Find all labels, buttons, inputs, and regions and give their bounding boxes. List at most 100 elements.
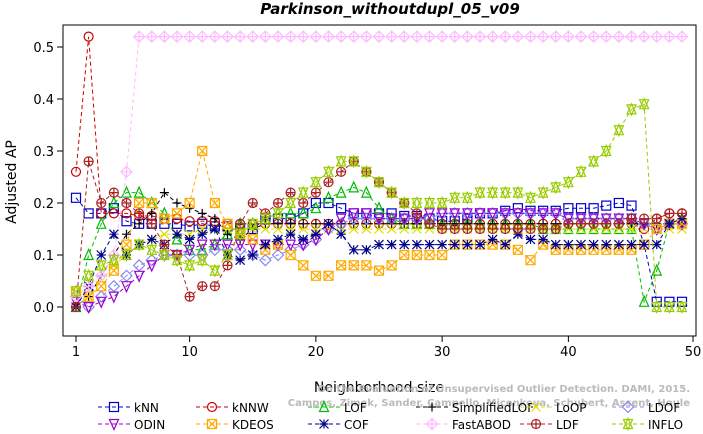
point-cof xyxy=(500,239,511,250)
point-cof xyxy=(664,218,675,229)
point-cof xyxy=(449,239,460,250)
point-inflo xyxy=(70,284,82,299)
point-cof xyxy=(323,218,334,229)
point-simplifiedlof xyxy=(134,219,144,229)
point-inflo xyxy=(461,190,473,205)
point-odin xyxy=(335,213,347,226)
point-fastabod xyxy=(372,30,386,43)
point-fastabod xyxy=(562,30,575,43)
point-inflo xyxy=(512,185,524,200)
point-ldf xyxy=(235,218,246,229)
point-loop xyxy=(411,224,422,234)
point-knn xyxy=(323,197,334,209)
point-ldf xyxy=(538,223,549,235)
legend-item-cof: COF xyxy=(308,418,369,432)
point-inflo xyxy=(209,263,221,278)
point-odin xyxy=(613,213,625,226)
point-fastabod xyxy=(221,30,234,43)
point-loop xyxy=(386,224,397,234)
point-fastabod xyxy=(574,30,588,43)
point-lof xyxy=(360,185,372,198)
point-simplifiedlof xyxy=(172,198,182,208)
point-loop xyxy=(361,224,372,234)
point-inflo xyxy=(285,196,297,210)
point-cof xyxy=(424,239,435,250)
point-loop xyxy=(159,229,170,240)
point-knn xyxy=(108,203,119,214)
legend-item-simplifiedlof: SimplifiedLOF xyxy=(416,401,534,415)
point-inflo xyxy=(499,185,511,200)
point-knn xyxy=(512,203,523,214)
point-kdeos xyxy=(83,291,94,302)
point-knn xyxy=(171,218,183,229)
watermark-line-2: Campos, Zimek, Sander, Campello, Micenko… xyxy=(288,398,690,409)
point-simplifiedlof xyxy=(185,203,195,213)
point-cof xyxy=(411,239,422,250)
point-ldf xyxy=(159,239,170,250)
point-loop xyxy=(348,224,359,234)
point-cof xyxy=(639,239,650,250)
legend-item-ldof: LDOF xyxy=(612,400,680,415)
legend-label-lof: LOF xyxy=(344,401,367,415)
point-simplifiedlof xyxy=(273,219,283,229)
point-ldf xyxy=(121,197,132,209)
y-tick-label: 0.0 xyxy=(33,301,54,316)
legend-marker-loop xyxy=(531,402,541,412)
point-odin xyxy=(461,208,473,221)
point-lof xyxy=(638,294,650,307)
point-lof xyxy=(335,185,347,198)
point-cof xyxy=(96,250,107,260)
point-knn xyxy=(386,208,397,219)
point-kdeos xyxy=(348,260,359,271)
legend-item-kdeos: KDEOS xyxy=(196,418,274,432)
point-ldof xyxy=(360,212,373,225)
series-fastabod xyxy=(69,30,689,303)
point-ldf xyxy=(222,260,233,271)
point-fastabod xyxy=(549,30,563,43)
point-fastabod xyxy=(170,30,184,43)
point-ldf xyxy=(285,187,296,198)
point-inflo xyxy=(222,248,233,262)
point-inflo xyxy=(386,185,398,200)
point-cof xyxy=(247,250,258,260)
legend-item-odin: ODIN xyxy=(98,418,165,432)
point-simplifiedlof xyxy=(223,229,232,239)
point-inflo xyxy=(487,185,499,200)
point-fastabod xyxy=(208,30,222,43)
point-ldf xyxy=(298,197,309,209)
point-kdeos xyxy=(336,260,347,271)
point-loop xyxy=(298,224,309,234)
point-kdeos xyxy=(134,197,145,209)
point-loop xyxy=(601,224,612,234)
point-fastabod xyxy=(612,30,626,43)
legend-label-ldf: LDF xyxy=(556,418,579,432)
point-cof xyxy=(285,229,296,240)
point-lof xyxy=(133,185,145,198)
point-kdeos xyxy=(361,260,372,271)
point-fastabod xyxy=(423,30,436,43)
legend-marker-knnw xyxy=(206,401,218,413)
point-fastabod xyxy=(435,30,449,43)
point-ldof xyxy=(259,253,272,267)
point-odin xyxy=(512,208,524,221)
x-tick-label: 30 xyxy=(434,345,451,360)
point-lof xyxy=(575,222,587,235)
point-fastabod xyxy=(322,30,335,43)
x-tick-label: 1 xyxy=(72,345,80,360)
point-odin xyxy=(209,239,221,252)
legend-label-odin: ODIN xyxy=(134,418,165,432)
legend-item-knn: kNN xyxy=(98,401,159,415)
point-fastabod xyxy=(650,30,664,43)
point-ldf xyxy=(146,218,157,229)
point-kdeos xyxy=(171,208,183,219)
point-cof xyxy=(437,239,448,250)
point-inflo xyxy=(158,248,170,262)
point-kdeos xyxy=(222,218,233,229)
point-inflo xyxy=(121,248,132,262)
point-inflo xyxy=(373,175,385,190)
point-odin xyxy=(184,244,196,257)
point-cof xyxy=(310,229,321,240)
point-fastabod xyxy=(385,30,398,43)
point-knnw xyxy=(108,208,119,219)
point-knn xyxy=(550,205,561,216)
